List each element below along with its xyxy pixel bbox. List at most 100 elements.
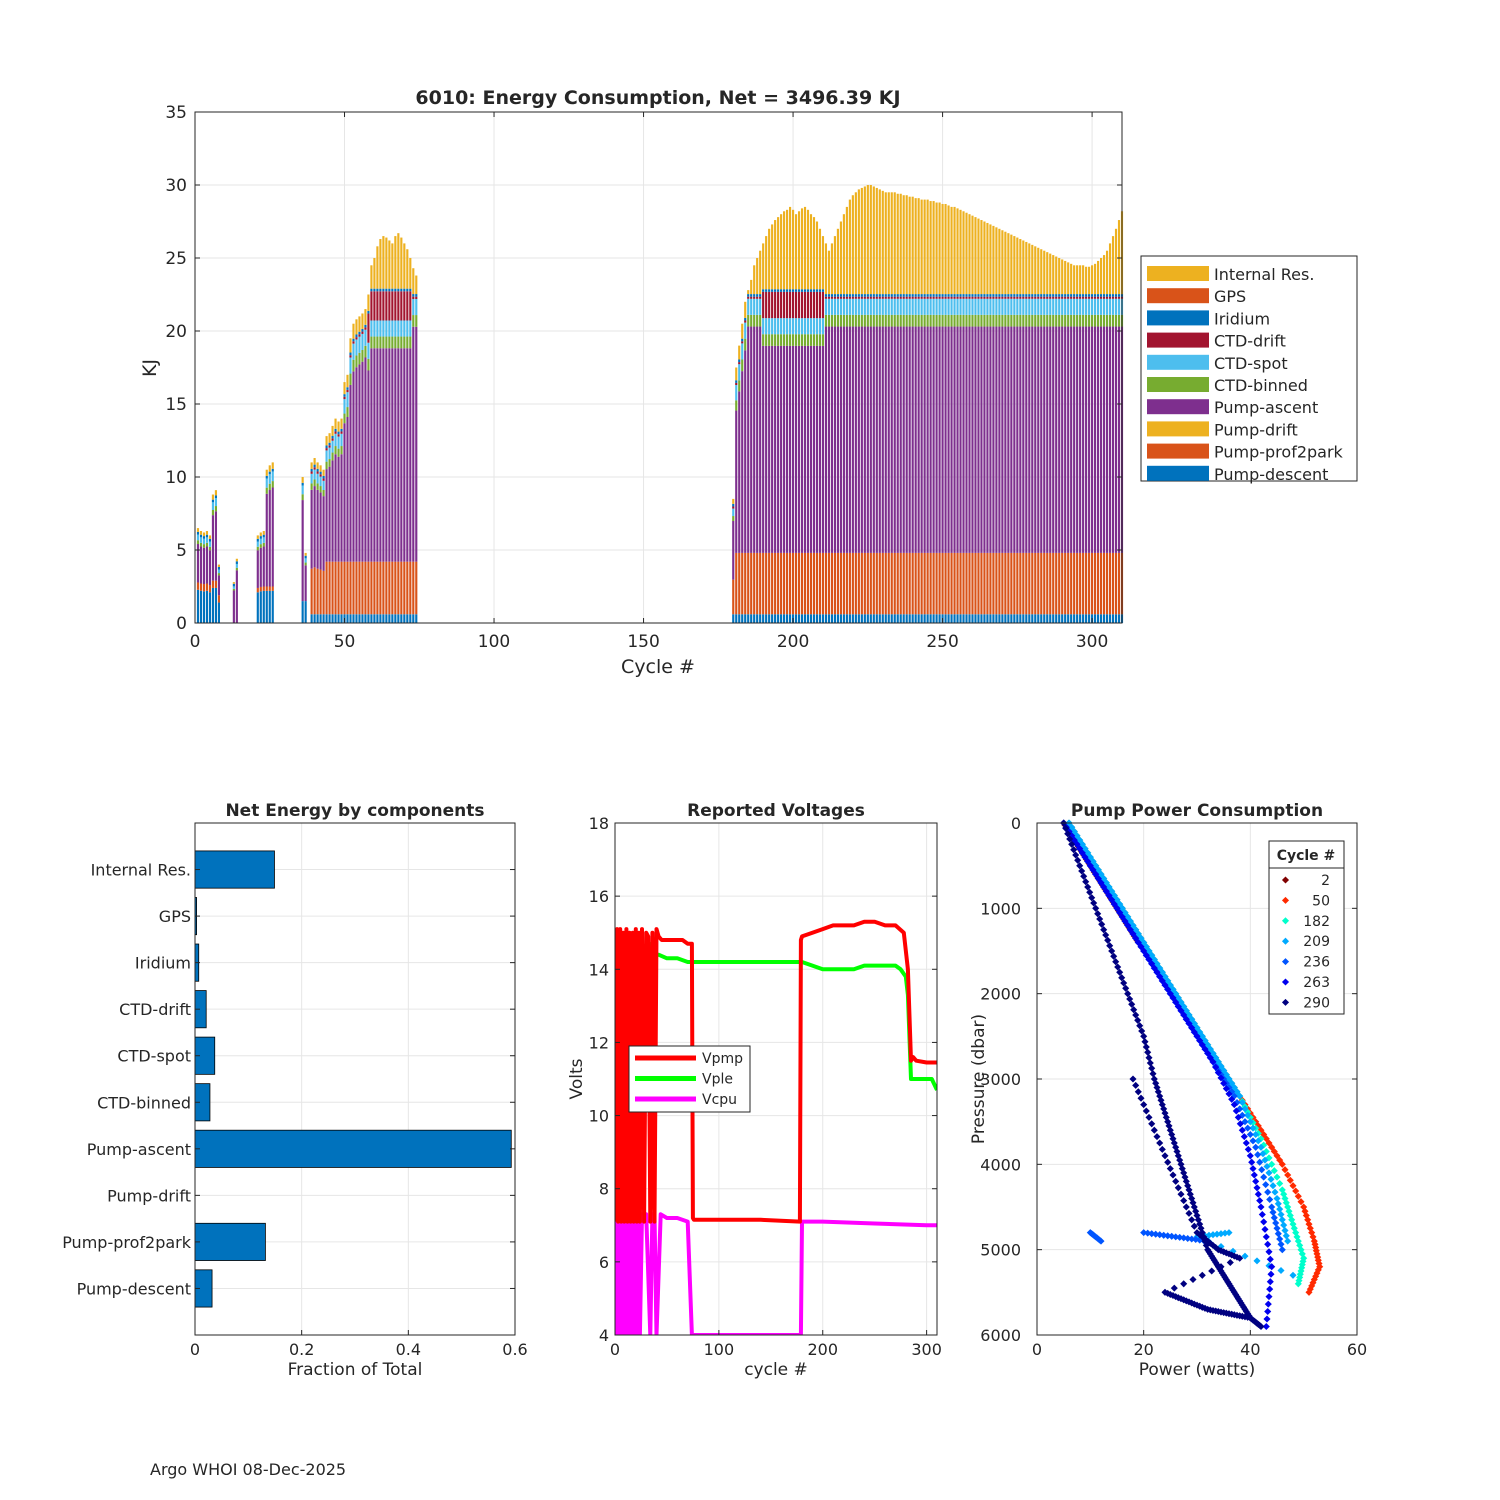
energy-bar-segment [1055,314,1058,327]
energy-bar-segment [851,294,854,297]
energy-bar-segment [1049,326,1052,553]
energy-bar-segment [322,570,325,615]
energy-bar-segment [735,614,738,623]
components-category-label: Internal Res. [91,861,191,880]
energy-bar-segment [920,199,923,295]
energy-bar-segment [938,296,941,299]
energy-bar-segment [319,569,322,615]
energy-bar-segment [783,614,786,623]
energy-bar-segment [989,552,992,615]
energy-bar-segment [836,552,839,615]
energy-bar-segment [863,294,866,297]
energy-x-tick-label: 300 [1076,632,1108,652]
energy-bar-segment [839,294,842,297]
energy-bar-segment [1052,255,1055,295]
energy-bar-segment [992,552,995,615]
voltages-y-axis-label: Volts [567,1058,587,1099]
energy-bar-segment [1102,314,1106,327]
energy-bar-segment [809,214,813,290]
energy-bar-segment [893,298,896,315]
energy-bar-segment [929,552,932,615]
energy-bar-segment [1013,296,1016,299]
energy-bar-segment [319,486,322,493]
energy-bar-segment [866,298,869,315]
energy-bar-segment [1082,265,1085,295]
energy-bar-segment [851,296,854,299]
energy-bar-segment [789,334,792,346]
energy-legend-swatch [1147,310,1209,326]
energy-bar-segment [1019,314,1022,327]
components-x-tick-label: 0 [190,1340,200,1359]
energy-bar-segment [205,534,209,538]
energy-bar-segment [409,288,412,292]
energy-bar-segment [824,296,828,299]
pump-x-tick-label: 40 [1240,1340,1260,1359]
energy-bar-segment [322,480,325,490]
energy-bar-segment [1022,298,1025,315]
energy-bar-segment [331,425,334,436]
energy-bar-segment [992,294,995,297]
energy-bar-segment [1108,294,1112,297]
energy-bar-segment [1094,552,1097,615]
energy-bar-segment [902,326,905,553]
energy-bar-segment [917,314,920,327]
energy-bar-segment [1019,326,1022,553]
energy-bar-segment [208,585,212,593]
energy-bar-segment [1049,314,1052,327]
energy-bar-segment [992,326,995,553]
energy-bar-segment [854,192,857,295]
energy-bar-segment [771,614,774,623]
energy-bar-segment [388,288,391,292]
energy-bar-segment [747,326,750,553]
energy-bar-segment [908,298,911,315]
energy-bar-segment [259,538,262,545]
energy-bar-segment [1099,294,1103,297]
energy-bar-segment [881,314,884,327]
energy-bar-segment [1040,249,1043,295]
energy-bar-segment [914,552,917,615]
energy-bar-segment [370,265,373,289]
energy-bar-segment [941,314,944,327]
energy-bar-segment [382,320,385,337]
energy-bar-segment [800,289,804,292]
energy-bar-segment [863,552,866,615]
energy-bar-segment [986,296,989,299]
energy-bar-segment [747,296,750,299]
energy-bar-segment [995,296,998,299]
energy-bar-segment [412,614,415,623]
energy-bar-segment [947,298,950,315]
energy-bar-segment [400,614,403,623]
energy-bar-segment [235,567,238,571]
energy-bar-segment [1007,233,1010,295]
energy-bar-segment [1102,552,1106,615]
energy-bar-segment [1079,296,1082,299]
energy-bar-segment [980,314,983,327]
energy-bar-segment [1049,296,1052,299]
energy-bar-segment [881,294,884,297]
energy-bar-segment [968,326,971,553]
energy-bar-segment [824,314,828,327]
energy-bar-segment [800,208,804,290]
energy-bar-segment [857,294,860,297]
energy-bar-segment [809,289,813,292]
energy-bar-segment [806,334,810,346]
energy-bar-segment [836,314,839,327]
energy-bar-segment [1102,614,1106,623]
energy-bar-segment [1022,614,1025,623]
energy-bar-segment [896,193,899,295]
energy-bar-segment [403,336,406,349]
energy-bar-segment [412,326,415,562]
energy-bar-segment [911,196,914,295]
energy-bar-segment [406,614,409,623]
energy-bar-segment [744,338,747,351]
energy-bar-segment [771,552,774,615]
energy-bar-segment [1073,294,1076,297]
energy-bar-segment [842,214,845,295]
energy-bar-segment [839,296,842,299]
energy-bar-segment [364,345,367,358]
energy-bar-segment [878,552,881,615]
energy-y-tick-label: 0 [176,614,187,634]
energy-bar-segment [926,296,929,299]
energy-bar-segment [1091,314,1094,327]
energy-bar-segment [415,275,418,295]
